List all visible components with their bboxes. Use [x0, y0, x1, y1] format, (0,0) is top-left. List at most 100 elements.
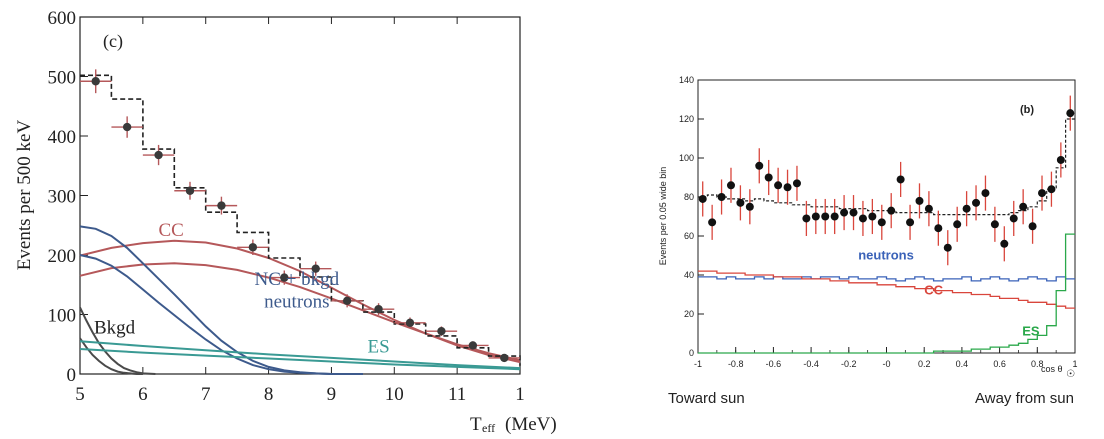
- left-data-point: [331, 294, 363, 308]
- right-x-tick-label: 0.4: [956, 359, 969, 369]
- right-data-point: [972, 185, 981, 221]
- left-curve: [79, 337, 143, 375]
- left-data-point: [174, 181, 206, 200]
- left-x-tick-label: 8: [264, 384, 274, 405]
- right-data-point: [858, 200, 867, 236]
- left-data-point: [425, 326, 458, 336]
- left-y-tick-label: 300: [48, 187, 77, 208]
- caption-toward-sun: Toward sun: [668, 390, 745, 407]
- right-x-tick-label: -1: [694, 359, 702, 369]
- right-y-tick-label: 20: [684, 309, 694, 319]
- right-panel-label: (b): [1020, 104, 1034, 116]
- right-data-point: [877, 204, 886, 240]
- left-x-tick-label: 11: [448, 384, 466, 405]
- left-total-histogram: [80, 74, 521, 366]
- right-data-point: [990, 206, 999, 242]
- right-data-point: [802, 200, 811, 236]
- left-curve-label: ES: [367, 337, 389, 358]
- right-data-point: [698, 181, 707, 217]
- left-x-label-main: T: [470, 414, 482, 435]
- left-x-label-sub: eff: [482, 421, 495, 435]
- right-x-tick-label: 1: [1072, 359, 1077, 369]
- left-curve: [79, 254, 363, 375]
- left-curve: [79, 262, 521, 362]
- right-data-point: [1056, 142, 1065, 178]
- right-data-point: [811, 198, 820, 235]
- right-data-point: [915, 183, 924, 219]
- left-data-point: [142, 144, 175, 166]
- right-series-label: neutrons: [858, 247, 914, 262]
- right-x-tick-label: -0: [882, 359, 890, 369]
- left-x-tick-label: 1: [515, 384, 525, 405]
- right-data-point: [1066, 95, 1075, 131]
- right-y-tick-label: 80: [684, 192, 694, 202]
- left-data-point: [362, 303, 395, 316]
- right-data-point: [924, 191, 933, 227]
- right-data-point: [981, 175, 990, 211]
- right-x-tick-label: -0.4: [803, 359, 819, 369]
- left-curve-label: neutrons: [264, 291, 329, 312]
- right-data-point: [953, 206, 962, 242]
- right-plot-frame: [697, 79, 1076, 354]
- left-y-tick-label: 600: [48, 8, 77, 29]
- right-data-point: [868, 198, 877, 235]
- right-series-line: [698, 276, 1075, 282]
- left-y-tick-label: 400: [48, 127, 77, 148]
- right-data-point: [1038, 175, 1047, 211]
- left-panel-label: (c): [103, 31, 123, 52]
- right-y-axis-label: Events per 0.05 wide bin: [658, 167, 668, 266]
- right-data-point: [1000, 226, 1009, 262]
- left-x-tick-label: 6: [138, 384, 148, 405]
- left-curve-label: CC: [158, 220, 183, 241]
- right-x-tick-label: -0.6: [766, 359, 782, 369]
- right-data-point: [783, 169, 792, 205]
- caption-away-from-sun: Away from sun: [975, 390, 1074, 407]
- right-y-tick-label: 40: [684, 270, 694, 280]
- left-x-label-unit: (MeV): [505, 414, 557, 435]
- right-series-line: [698, 270, 1075, 309]
- right-x-tick-label: 0.6: [993, 359, 1006, 369]
- right-data-point: [943, 230, 952, 266]
- right-data-point: [934, 210, 943, 246]
- right-data-point: [774, 167, 783, 203]
- left-y-axis-label: Events per 500 keV: [14, 120, 35, 271]
- right-data-point: [1028, 208, 1037, 244]
- right-x-label-main: cos θ: [1041, 364, 1063, 374]
- right-x-label-sub: ☉: [1066, 369, 1075, 380]
- right-x-tick-label: -0.2: [841, 359, 857, 369]
- right-data-point: [726, 167, 735, 203]
- right-data-point: [764, 159, 773, 196]
- right-data-point: [708, 204, 717, 240]
- right-y-tick-label: 60: [684, 231, 694, 241]
- left-x-tick-label: 10: [385, 384, 404, 405]
- left-curve-label: NC + bkgd: [255, 269, 340, 290]
- left-x-tick-label: 9: [327, 384, 337, 405]
- left-data-point: [237, 239, 269, 255]
- right-x-tick-label: -0.8: [728, 359, 744, 369]
- right-data-point: [717, 179, 726, 215]
- left-data-point: [457, 341, 489, 350]
- left-y-tick-label: 200: [48, 246, 77, 267]
- left-curve: [79, 340, 521, 370]
- right-chart: -1 -0.8 -0.6 -0.4 -0.2 -0 0.2 0.4 0.6 0.8 1 0 20 40 60…: [658, 75, 1078, 407]
- left-curve-label: Bkgd: [94, 318, 136, 339]
- right-data-point: [962, 191, 971, 227]
- left-data-point: [300, 261, 332, 276]
- right-y-tick-label: 100: [679, 153, 694, 163]
- right-x-tick-label: 0.2: [918, 359, 931, 369]
- right-y-tick-label: 120: [679, 114, 694, 124]
- left-data-point: [488, 353, 520, 363]
- right-y-tick-label: 0: [689, 348, 694, 358]
- left-curve: [79, 306, 156, 375]
- left-plot-frame: [79, 16, 521, 375]
- right-data-point: [755, 148, 764, 184]
- right-data-point: [887, 193, 896, 229]
- left-y-tick-label: 100: [48, 306, 77, 327]
- right-data-point: [840, 195, 849, 231]
- right-data-point: [736, 185, 745, 221]
- left-data-point: [268, 270, 300, 285]
- right-x-tick-label: 0.8: [1031, 359, 1044, 369]
- left-y-tick-label: 0: [67, 365, 77, 386]
